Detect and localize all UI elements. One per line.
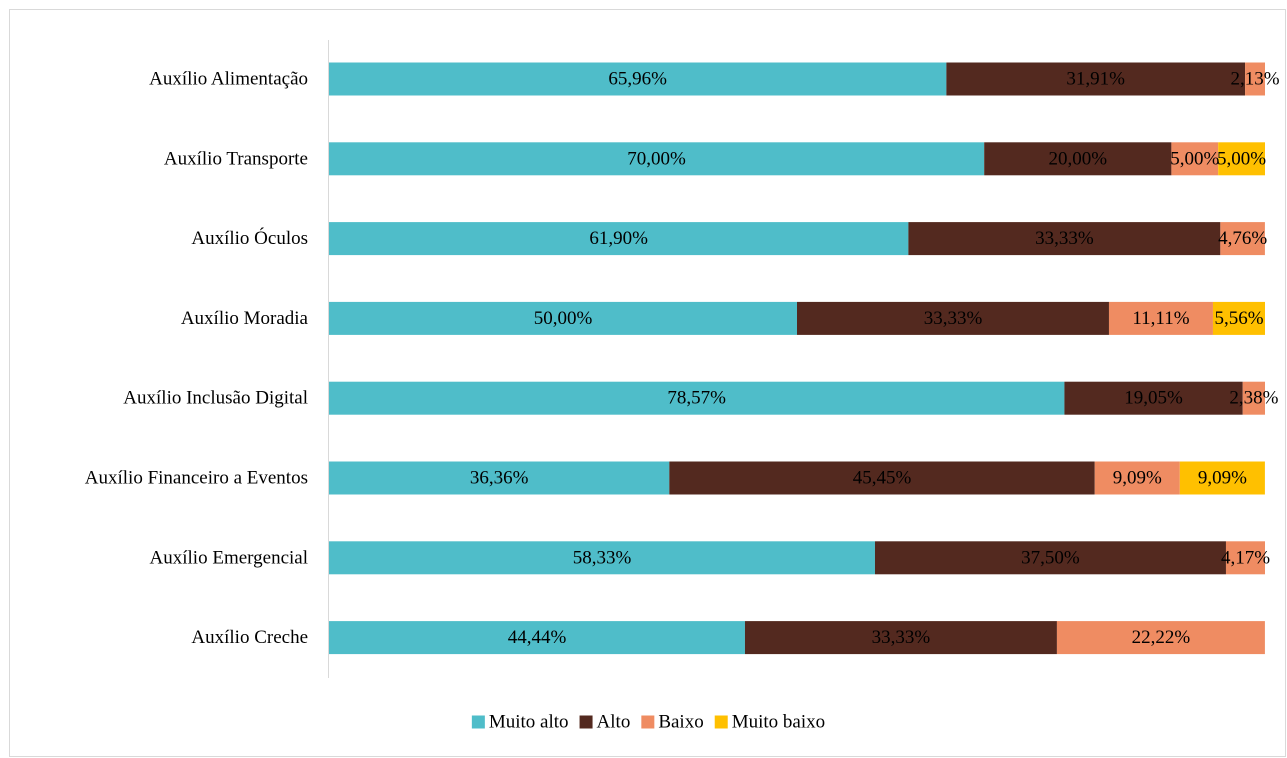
category-label-auxilio-financeiro-a-eventos: Auxílio Financeiro a Eventos: [85, 468, 308, 489]
category-label-auxilio-emergencial: Auxílio Emergencial: [150, 547, 308, 568]
bar-alto-auxilio-alimentacao: [946, 62, 1246, 96]
bar-muito-alto-auxilio-moradia: [329, 301, 797, 335]
data-label-muito-alto-auxilio-transporte: 70,00%: [627, 148, 686, 169]
bar-baixo-auxilio-creche: [1056, 621, 1265, 655]
bar-muito-alto-auxilio-creche: [329, 621, 745, 655]
data-label-alto-auxilio-emergencial: 37,50%: [1021, 547, 1080, 568]
data-label-alto-auxilio-inclusao-digital: 19,05%: [1124, 388, 1183, 409]
data-label-baixo-auxilio-inclusao-digital: 2,38%: [1229, 388, 1278, 409]
bar-baixo-auxilio-emergencial: [1225, 541, 1265, 575]
bar-alto-auxilio-creche: [744, 621, 1057, 655]
legend: Muito alto Alto Baixo Muito baixo: [471, 712, 825, 733]
data-label-muito-alto-auxilio-alimentacao: 65,96%: [608, 69, 667, 90]
bar-muito-baixo-auxilio-moradia: [1212, 301, 1265, 335]
bar-muito-baixo-auxilio-transporte: [1218, 142, 1265, 176]
data-label-muito-baixo-auxilio-transporte: 5,00%: [1217, 148, 1266, 169]
bar-muito-alto-auxilio-oculos: [329, 222, 909, 256]
data-label-alto-auxilio-alimentacao: 31,91%: [1066, 69, 1125, 90]
data-label-baixo-auxilio-transporte: 5,00%: [1170, 148, 1219, 169]
bar-alto-auxilio-oculos: [908, 222, 1221, 256]
category-label-auxilio-oculos: Auxílio Óculos: [191, 227, 308, 249]
data-label-alto-auxilio-creche: 33,33%: [872, 627, 931, 648]
data-label-muito-baixo-auxilio-moradia: 5,56%: [1214, 308, 1263, 329]
category-label-auxilio-creche: Auxílio Creche: [191, 627, 308, 648]
data-label-alto-auxilio-transporte: 20,00%: [1049, 148, 1108, 169]
data-label-alto-auxilio-moradia: 33,33%: [924, 308, 983, 329]
data-label-alto-auxilio-financeiro-a-eventos: 45,45%: [853, 468, 912, 489]
labels-layer: 65,96% 31,91% 2,13% 70,00% 20,00% 5,00%5,00% 6…: [470, 69, 1280, 649]
category-label-auxilio-inclusao-digital: Auxílio Inclusão Digital: [123, 388, 308, 409]
category-label-auxilio-moradia: Auxílio Moradia: [181, 308, 309, 329]
bar-baixo-auxilio-alimentacao: [1245, 62, 1265, 96]
bar-alto-auxilio-financeiro-a-eventos: [669, 461, 1095, 495]
bar-muito-alto-auxilio-emergencial: [329, 541, 875, 575]
bar-baixo-auxilio-oculos: [1220, 222, 1265, 256]
data-label-muito-alto-auxilio-oculos: 61,90%: [589, 228, 648, 249]
legend-swatch-muito-alto: [471, 715, 485, 729]
data-label-baixo-auxilio-moradia: 11,11%: [1132, 308, 1189, 329]
legend-label-muito-baixo: Muito baixo: [732, 712, 825, 733]
bar-muito-alto-auxilio-transporte: [329, 142, 985, 176]
data-label-baixo-auxilio-emergencial: 4,17%: [1221, 547, 1270, 568]
data-label-baixo-auxilio-oculos: 4,76%: [1218, 228, 1267, 249]
data-label-baixo-auxilio-alimentacao: 2,13%: [1230, 69, 1279, 90]
data-label-baixo-auxilio-creche: 22,22%: [1132, 627, 1191, 648]
legend-label-alto: Alto: [597, 712, 631, 733]
bar-muito-baixo-auxilio-financeiro-a-eventos: [1179, 461, 1265, 495]
bar-alto-auxilio-emergencial: [874, 541, 1226, 575]
bar-alto-auxilio-inclusao-digital: [1064, 381, 1243, 415]
bar-muito-alto-auxilio-inclusao-digital: [329, 381, 1065, 415]
data-label-muito-alto-auxilio-emergencial: 58,33%: [573, 547, 632, 568]
bar-muito-alto-auxilio-alimentacao: [329, 62, 947, 96]
data-label-muito-alto-auxilio-inclusao-digital: 78,57%: [667, 388, 726, 409]
legend-swatch-alto: [579, 715, 593, 729]
data-label-muito-alto-auxilio-financeiro-a-eventos: 36,36%: [470, 468, 529, 489]
bar-alto-auxilio-transporte: [984, 142, 1172, 176]
bar-baixo-auxilio-inclusao-digital: [1242, 381, 1265, 415]
bar-baixo-auxilio-transporte: [1171, 142, 1219, 176]
data-label-baixo-auxilio-financeiro-a-eventos: 9,09%: [1113, 468, 1162, 489]
bar-alto-auxilio-moradia: [797, 301, 1109, 335]
category-label-auxilio-transporte: Auxílio Transporte: [164, 148, 308, 169]
data-label-muito-alto-auxilio-moradia: 50,00%: [534, 308, 593, 329]
bar-baixo-auxilio-moradia: [1108, 301, 1213, 335]
bar-muito-alto-auxilio-financeiro-a-eventos: [329, 461, 670, 495]
legend-swatch-muito-baixo: [714, 715, 728, 729]
category-label-auxilio-alimentacao: Auxílio Alimentação: [149, 69, 308, 90]
legend-label-baixo: Baixo: [658, 712, 703, 733]
axis-layer: Auxílio Alimentação Auxílio Transporte Aux…: [85, 40, 329, 678]
bars-layer: [329, 62, 1265, 655]
data-label-muito-alto-auxilio-creche: 44,44%: [508, 627, 567, 648]
data-label-muito-baixo-auxilio-financeiro-a-eventos: 9,09%: [1198, 468, 1247, 489]
data-label-alto-auxilio-oculos: 33,33%: [1035, 228, 1094, 249]
legend-label-muito-alto: Muito alto: [489, 712, 569, 733]
legend-swatch-baixo: [641, 715, 655, 729]
bar-baixo-auxilio-financeiro-a-eventos: [1094, 461, 1180, 495]
